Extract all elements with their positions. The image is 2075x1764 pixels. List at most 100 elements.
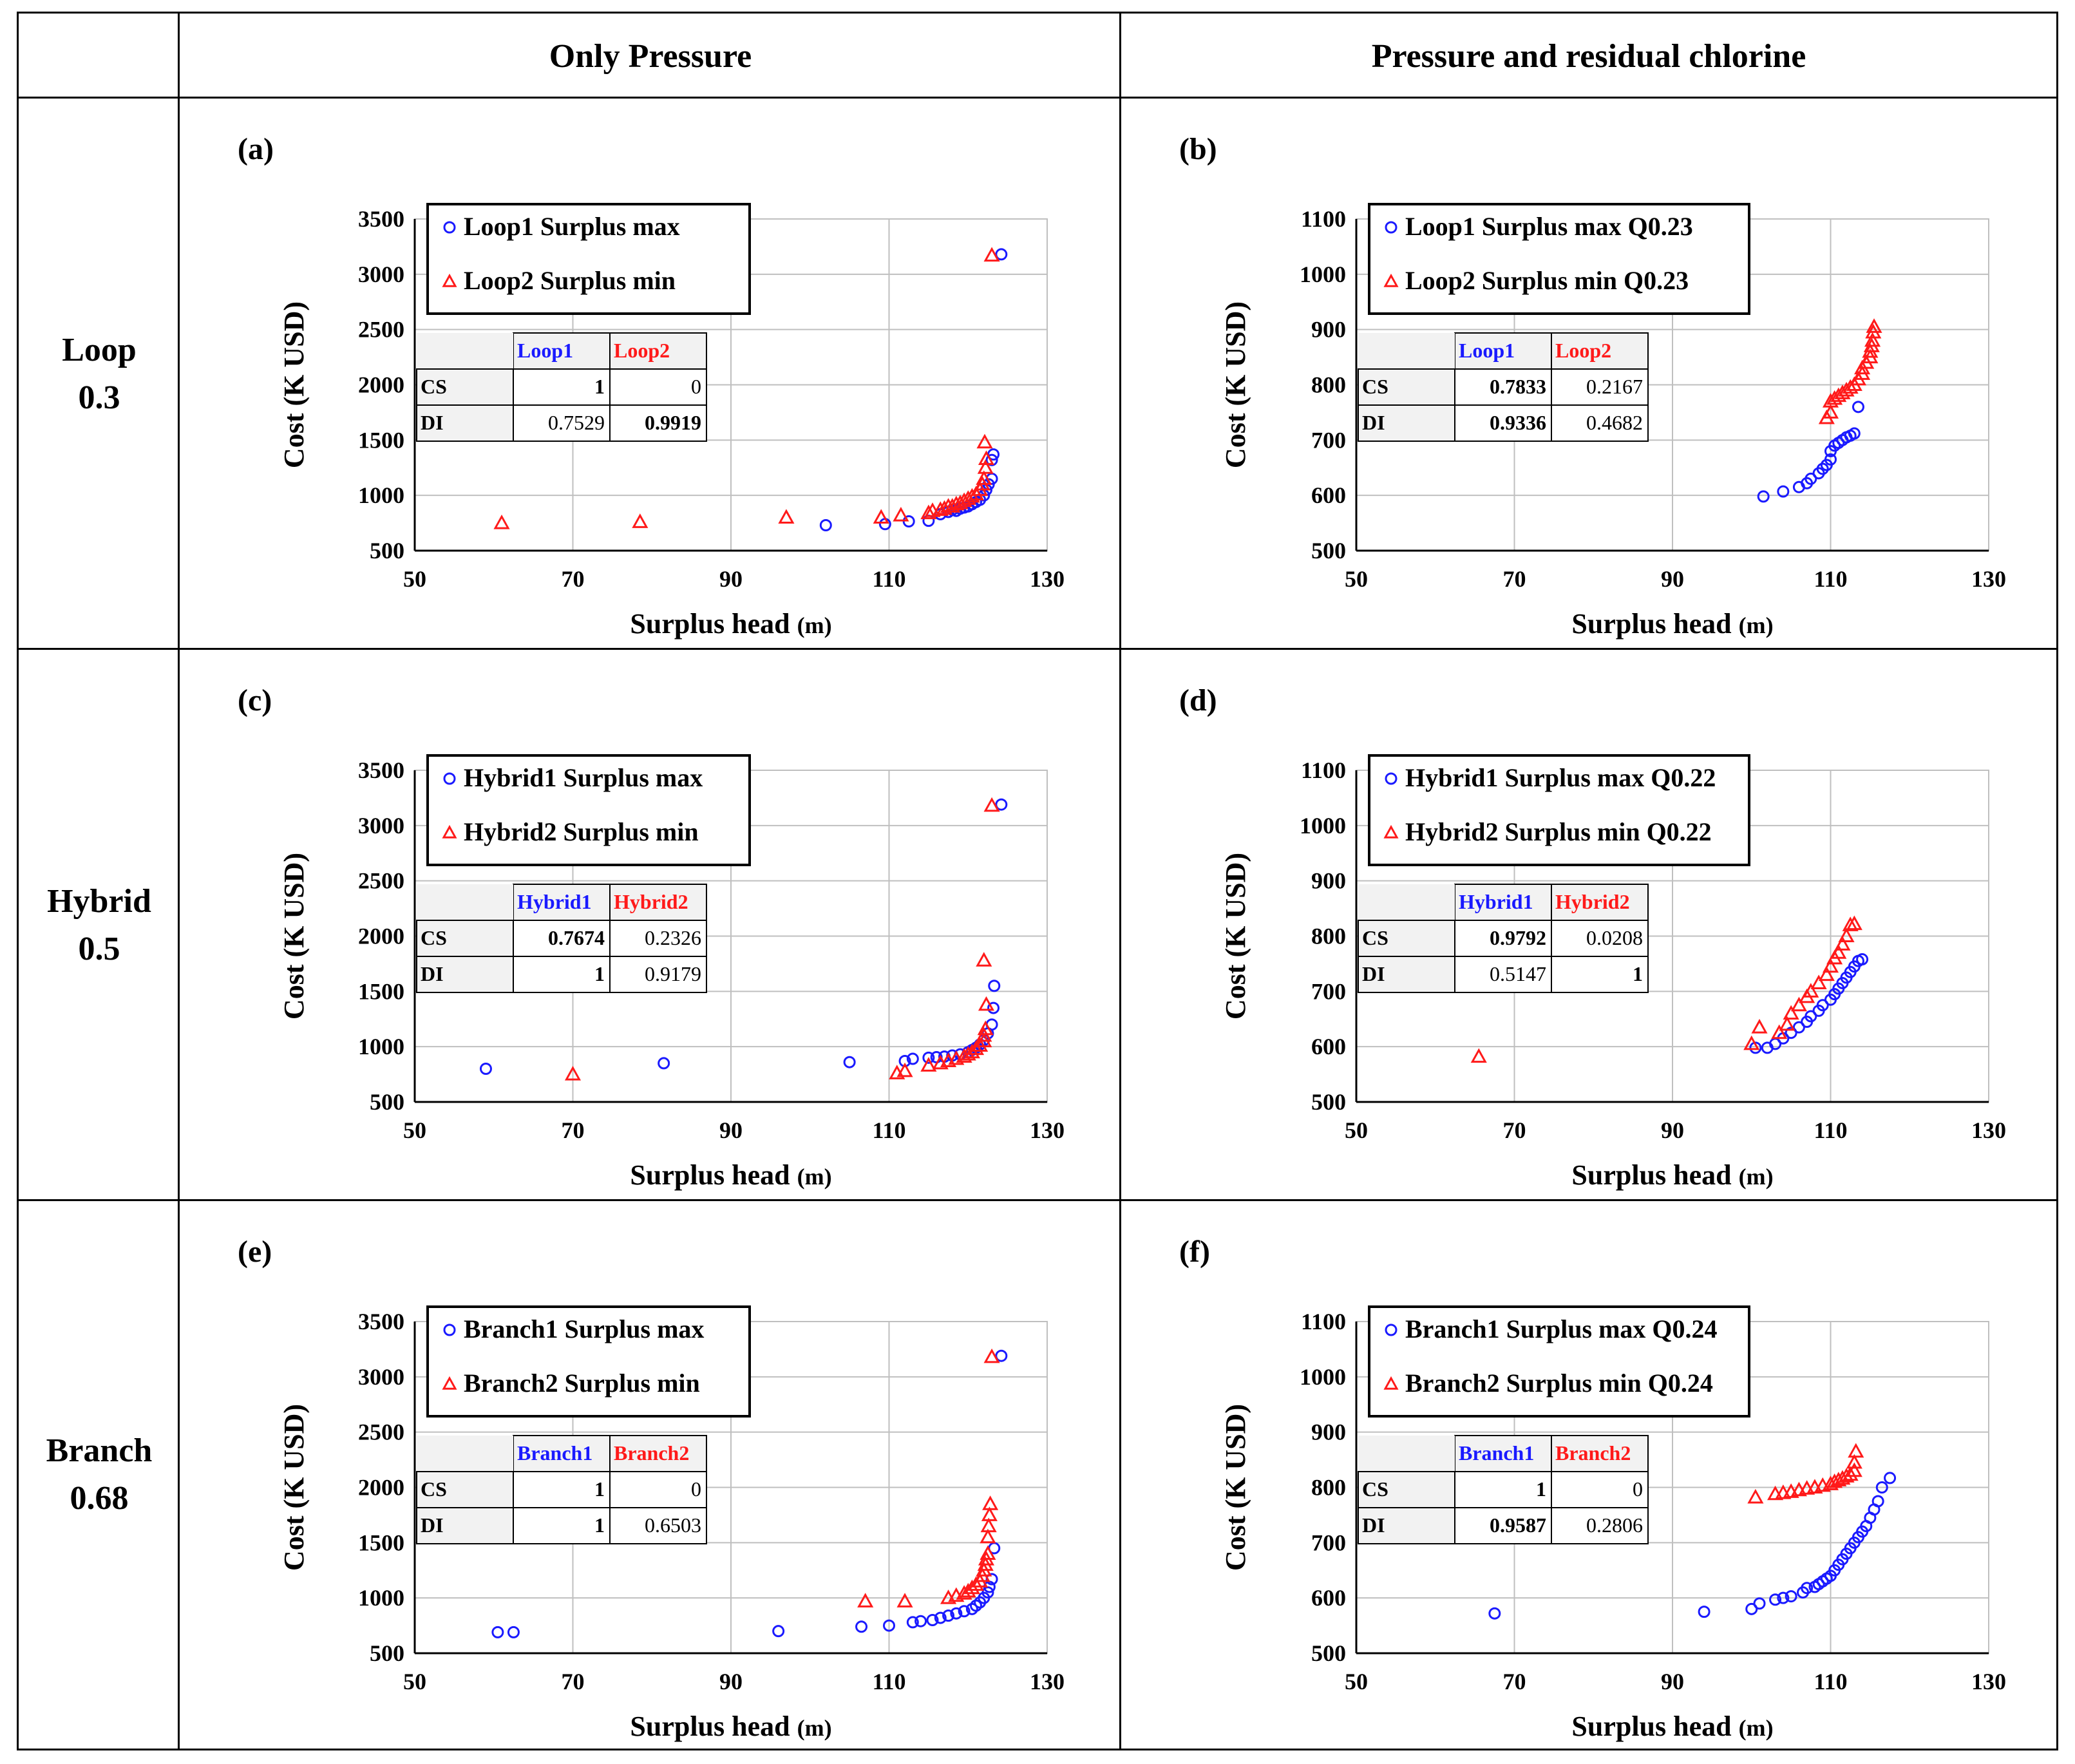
data-point bbox=[920, 504, 937, 520]
data-point bbox=[995, 1349, 1008, 1362]
x-tick-label: 70 bbox=[1503, 1669, 1526, 1694]
data-point bbox=[1852, 401, 1864, 413]
y-tick-label: 600 bbox=[1311, 1585, 1346, 1611]
table-row-label: DI bbox=[1362, 411, 1385, 434]
table-value: 1 bbox=[1633, 962, 1643, 985]
table-value-cell bbox=[609, 368, 707, 406]
table-value-cell bbox=[609, 920, 707, 957]
y-tick-label: 2000 bbox=[358, 372, 404, 398]
data-point bbox=[1771, 1024, 1788, 1039]
table-value: 1 bbox=[1536, 1477, 1546, 1501]
y-tick-label: 500 bbox=[370, 1089, 404, 1115]
data-point bbox=[906, 1052, 919, 1065]
data-point bbox=[976, 470, 992, 485]
table-value-cell bbox=[1551, 920, 1649, 957]
data-point bbox=[1777, 1591, 1790, 1604]
data-point bbox=[1846, 1462, 1862, 1477]
y-tick-label: 1000 bbox=[358, 1034, 404, 1059]
legend-entry: Hybrid2 Surplus min Q0.22 bbox=[1405, 817, 1712, 846]
data-point bbox=[1866, 318, 1882, 333]
table-value: 0 bbox=[691, 375, 701, 398]
x-tick-label: 90 bbox=[719, 566, 743, 592]
table-header-label: Branch2 bbox=[1555, 1441, 1631, 1465]
data-point bbox=[1785, 1027, 1797, 1039]
chart-panel-c: (c) 50 70 90 110 130 500 1000 1500 2000 2500 3000 35… bbox=[181, 651, 1121, 1199]
data-point bbox=[922, 515, 935, 527]
table-row-label: DI bbox=[1362, 962, 1385, 985]
table-value: 0.4682 bbox=[1586, 411, 1643, 434]
table-value: 1 bbox=[594, 962, 605, 985]
y-tick-label: 1100 bbox=[1301, 1309, 1346, 1334]
data-point bbox=[507, 1626, 520, 1638]
table-value: 0.9792 bbox=[1490, 926, 1546, 949]
legend-marker-circle bbox=[443, 772, 456, 785]
table-value: 1 bbox=[594, 1513, 605, 1537]
y-axis-label: Cost (K USD) bbox=[278, 301, 310, 468]
x-tick-label: 90 bbox=[1661, 1669, 1684, 1694]
data-point bbox=[977, 459, 994, 474]
chart-svg: (d) 50 70 90 110 130 500 600 700 800 900 1000 1100 Su… bbox=[1179, 683, 2006, 1191]
table-value: 0.2326 bbox=[645, 926, 701, 949]
grid-divider bbox=[178, 14, 180, 1749]
x-tick-label: 50 bbox=[1345, 566, 1368, 592]
legend-entry: Branch1 Surplus max bbox=[464, 1314, 704, 1343]
table-header-label: Hybrid2 bbox=[614, 890, 688, 913]
y-tick-label: 900 bbox=[1311, 317, 1346, 343]
table-row-label-cell bbox=[1358, 1507, 1455, 1544]
y-tick-label: 700 bbox=[1311, 427, 1346, 453]
table-value: 1 bbox=[594, 1477, 605, 1501]
legend-marker-circle bbox=[1385, 221, 1398, 234]
chart-svg: (b) 50 70 90 110 130 500 600 700 800 900 1000 1100 Su… bbox=[1179, 132, 2006, 640]
y-tick-label: 3000 bbox=[358, 1364, 404, 1390]
table-header-label: Loop2 bbox=[1555, 339, 1611, 362]
y-tick-label: 1500 bbox=[358, 1530, 404, 1555]
table-corner-cell bbox=[1358, 884, 1455, 920]
legend-box bbox=[426, 203, 751, 315]
y-tick-label: 3500 bbox=[358, 1309, 404, 1334]
x-axis-label-text: Surplus head bbox=[630, 608, 797, 640]
legend-entry: Branch1 Surplus max Q0.24 bbox=[1405, 1314, 1718, 1343]
table-value-cell bbox=[1454, 956, 1552, 993]
table-row-label-cell bbox=[1358, 368, 1455, 406]
data-point bbox=[493, 514, 510, 529]
figure-grid: Only Pressure Pressure and residual chlo… bbox=[17, 12, 2058, 1750]
data-point bbox=[967, 1576, 985, 1591]
table-row-label-cell bbox=[416, 368, 514, 406]
table-value: 0.7833 bbox=[1490, 375, 1546, 398]
x-tick-label: 90 bbox=[719, 1117, 743, 1143]
data-point bbox=[977, 1020, 994, 1036]
table-value-cell bbox=[1551, 956, 1649, 993]
table-value-cell bbox=[513, 1471, 611, 1508]
x-axis-label-text: Surplus head bbox=[630, 1711, 797, 1742]
data-point bbox=[976, 433, 993, 449]
legend-marker-circle bbox=[443, 1323, 456, 1336]
x-axis-label-text: Surplus head bbox=[1571, 1711, 1738, 1742]
y-tick-label: 3500 bbox=[358, 757, 404, 783]
legend-box bbox=[1368, 203, 1750, 315]
data-point bbox=[1816, 999, 1829, 1012]
data-point bbox=[1745, 1602, 1758, 1615]
legend-entry: Hybrid1 Surplus max Q0.22 bbox=[1405, 763, 1716, 792]
x-axis-unit: (m) bbox=[1739, 1164, 1774, 1190]
data-point bbox=[988, 980, 1001, 992]
x-axis-label: Surplus head (m) bbox=[1571, 608, 1773, 640]
table-value-cell bbox=[609, 956, 707, 993]
table-value-cell bbox=[513, 368, 611, 406]
data-point bbox=[873, 509, 889, 524]
x-axis-label: Surplus head (m) bbox=[630, 1159, 831, 1191]
data-point bbox=[1884, 1472, 1897, 1484]
y-tick-label: 800 bbox=[1311, 924, 1346, 949]
data-point bbox=[983, 247, 1000, 262]
legend-entry: Branch2 Surplus min Q0.24 bbox=[1405, 1369, 1713, 1398]
y-axis-label: Cost (K USD) bbox=[1220, 301, 1251, 468]
data-point bbox=[896, 1593, 913, 1608]
y-tick-label: 1000 bbox=[1300, 813, 1346, 839]
legend-marker-triangle bbox=[442, 1376, 457, 1390]
table-value-cell bbox=[609, 1507, 707, 1544]
table-value: 0.9336 bbox=[1490, 411, 1546, 434]
panel-label: (f) bbox=[1179, 1235, 1210, 1269]
y-tick-label: 500 bbox=[1311, 538, 1346, 564]
data-point bbox=[942, 1609, 955, 1622]
table-value: 0.2167 bbox=[1586, 375, 1643, 398]
row-header-loop: Loop 0.3 bbox=[19, 99, 180, 650]
